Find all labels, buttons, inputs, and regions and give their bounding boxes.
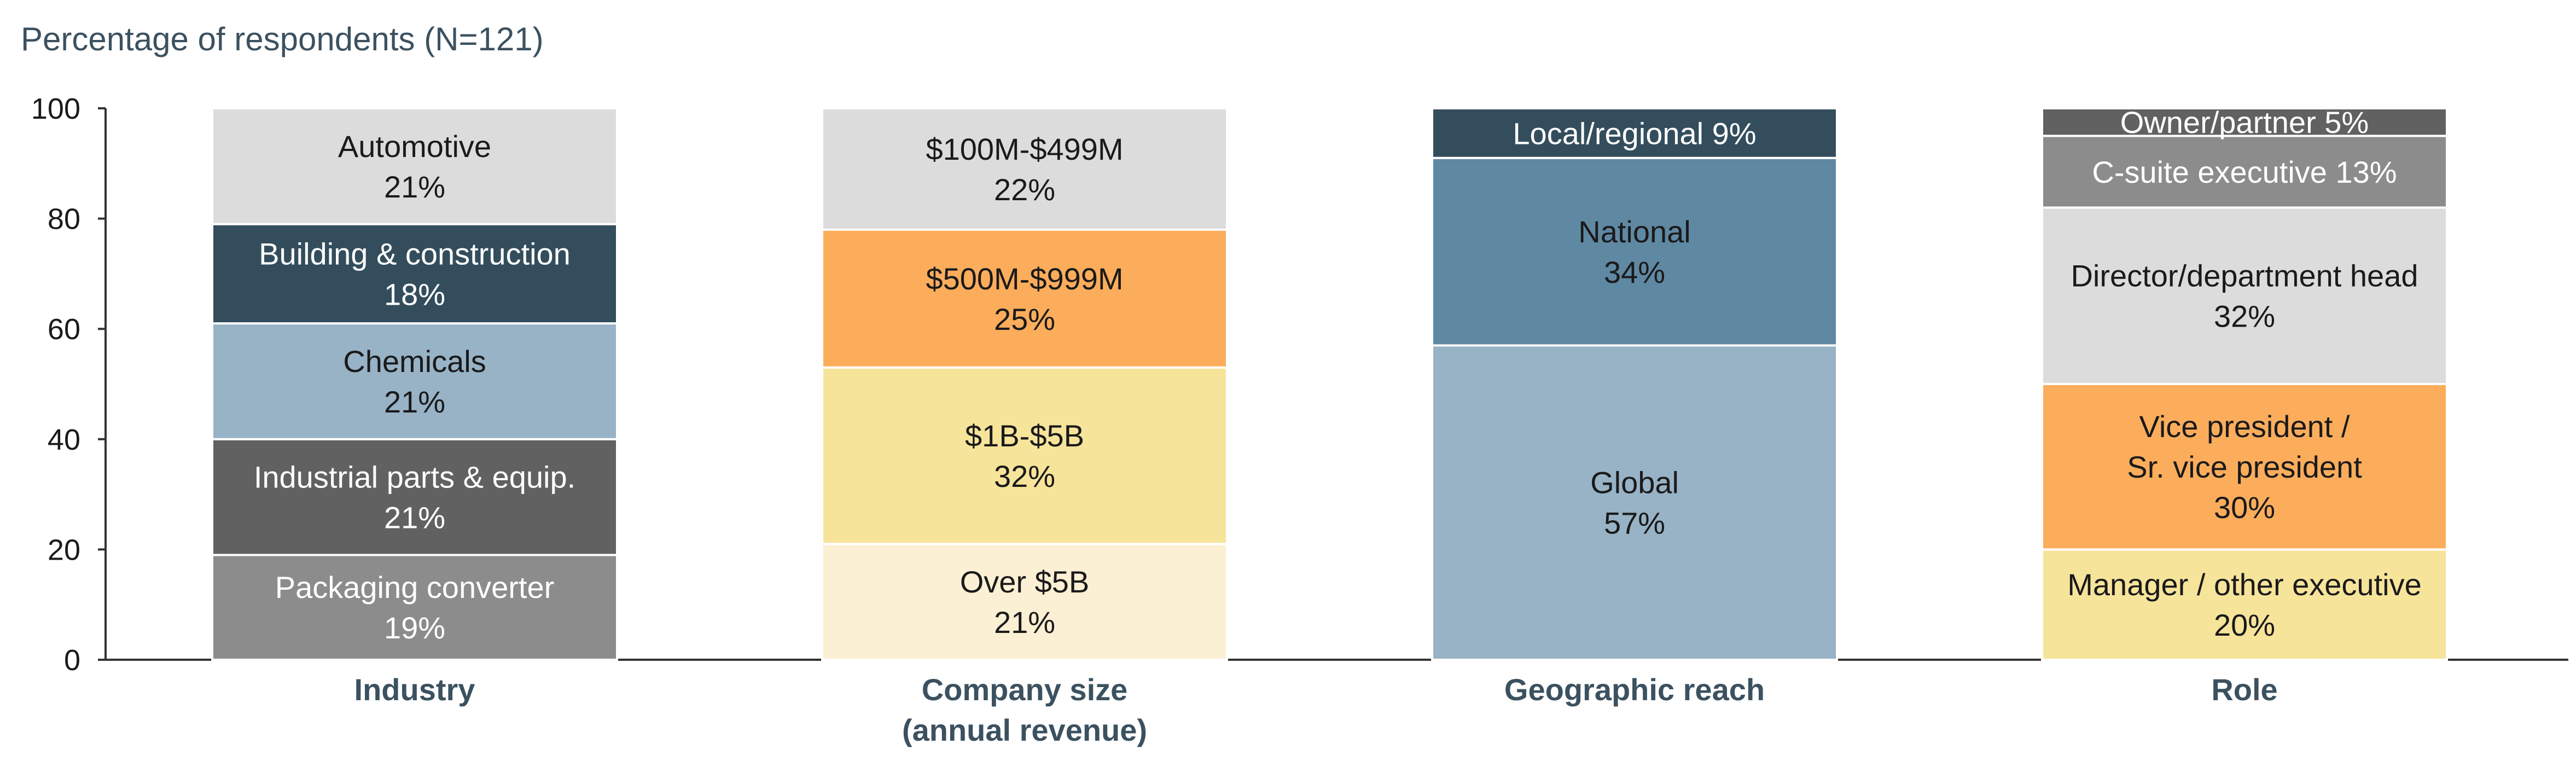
category-label: Company size xyxy=(922,672,1128,707)
bar-segment xyxy=(2041,107,2448,137)
segment-label: Sr. vice president xyxy=(2127,450,2362,484)
segment-label: 32% xyxy=(994,459,1055,493)
segment-label: 30% xyxy=(2214,490,2275,525)
segment-label: 57% xyxy=(1604,506,1665,540)
y-tick-label: 60 xyxy=(48,313,80,346)
chart-title: Percentage of respondents (N=121) xyxy=(21,21,544,57)
segment-label: National xyxy=(1578,214,1690,249)
category-label: (annual revenue) xyxy=(902,713,1147,747)
bar-segment xyxy=(2041,383,2448,551)
bar-segment xyxy=(1431,344,1838,661)
segment-label: Over $5B xyxy=(960,565,1090,599)
segment-label: Owner/partner 5% xyxy=(2120,105,2369,139)
segment-label: Building & construction xyxy=(259,236,571,271)
bar-segment xyxy=(211,223,618,325)
bar-segment xyxy=(2041,548,2448,661)
category-labels: Industry Company size (annual revenue) Geog… xyxy=(354,672,2278,747)
segment-label: 34% xyxy=(1604,255,1665,289)
bar-segment xyxy=(211,107,618,225)
bar-segment xyxy=(821,107,1228,231)
segment-label: $100M-$499M xyxy=(926,132,1123,166)
category-label: Role xyxy=(2211,672,2277,707)
y-tick-label: 80 xyxy=(48,203,80,236)
segment-label: 20% xyxy=(2214,608,2275,642)
bar-segment xyxy=(211,554,618,661)
bar-stack: Packaging converter 19% Industrial parts &… xyxy=(211,107,618,661)
bar-segment xyxy=(821,228,1228,369)
segment-label: 21% xyxy=(384,385,445,419)
segment-label: Vice president / xyxy=(2139,409,2350,444)
bar-segment xyxy=(211,322,618,440)
segment-label: Industrial parts & equip. xyxy=(254,460,575,495)
bars: Packaging converter 19% Industrial parts &… xyxy=(211,105,2448,661)
segment-label: Automotive xyxy=(338,129,491,164)
bar-stack: Global 57% National 34% Local/regional 9% xyxy=(1431,107,1838,661)
segment-label: 19% xyxy=(384,611,445,645)
segment-label: 22% xyxy=(994,172,1055,207)
segment-label: 21% xyxy=(384,501,445,535)
segment-label: 21% xyxy=(384,170,445,204)
bar-segment xyxy=(2041,135,2448,209)
bar-stack: Over $5B 21% $1B-$5B 32% $500M-$999M 25% $100M… xyxy=(821,107,1228,661)
category-label: Industry xyxy=(354,672,475,707)
y-tick-label: 0 xyxy=(64,644,80,677)
bar-segment xyxy=(211,438,618,556)
y-tick-label: 20 xyxy=(48,533,80,566)
segment-label: Chemicals xyxy=(343,344,486,379)
segment-label: $500M-$999M xyxy=(926,261,1123,296)
segment-label: 25% xyxy=(994,302,1055,336)
category-label: Geographic reach xyxy=(1504,672,1765,707)
bar-segment xyxy=(1431,156,1838,347)
segment-label: 18% xyxy=(384,277,445,311)
bar-segment xyxy=(1431,107,1838,159)
segment-label: 21% xyxy=(994,605,1055,640)
segment-label: C-suite executive 13% xyxy=(2092,155,2397,189)
bar-segment xyxy=(2041,206,2448,385)
segment-label: Manager / other executive xyxy=(2067,567,2421,602)
segment-label: Packaging converter xyxy=(275,570,555,604)
y-tick-label: 40 xyxy=(48,423,80,456)
segment-label: Director/department head xyxy=(2071,259,2418,293)
segment-label: 32% xyxy=(2214,299,2275,334)
bar-stack: Manager / other executive 20% Vice preside… xyxy=(2041,105,2448,661)
segment-label: Local/regional 9% xyxy=(1513,116,1756,150)
segment-label: Global xyxy=(1590,466,1679,500)
segment-label: $1B-$5B xyxy=(965,418,1084,453)
bar-segment xyxy=(821,543,1228,661)
y-tick-label: 100 xyxy=(31,92,80,125)
bar-segment xyxy=(821,366,1228,545)
